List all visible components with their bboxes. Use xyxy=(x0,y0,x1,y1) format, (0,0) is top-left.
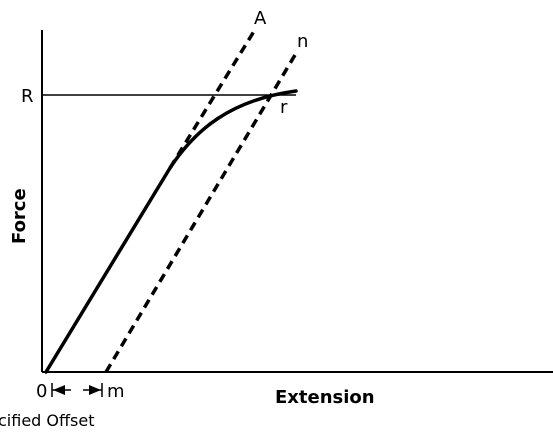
label-m: m xyxy=(107,381,125,402)
offset-dashed-line xyxy=(104,49,300,373)
offset-dimension-arrow xyxy=(51,383,103,397)
force-extension-curve xyxy=(44,89,298,374)
y-axis-label: Force xyxy=(9,188,30,244)
label-n: n xyxy=(297,31,308,52)
label-r: r xyxy=(280,97,288,118)
label-origin: 0 xyxy=(36,381,47,402)
label-R: R xyxy=(21,86,34,107)
elastic-extension-dashed-line xyxy=(168,27,258,169)
offset-caption: cified Offset xyxy=(0,411,94,430)
x-axis-label: Extension xyxy=(275,387,375,408)
label-A: A xyxy=(254,8,267,29)
